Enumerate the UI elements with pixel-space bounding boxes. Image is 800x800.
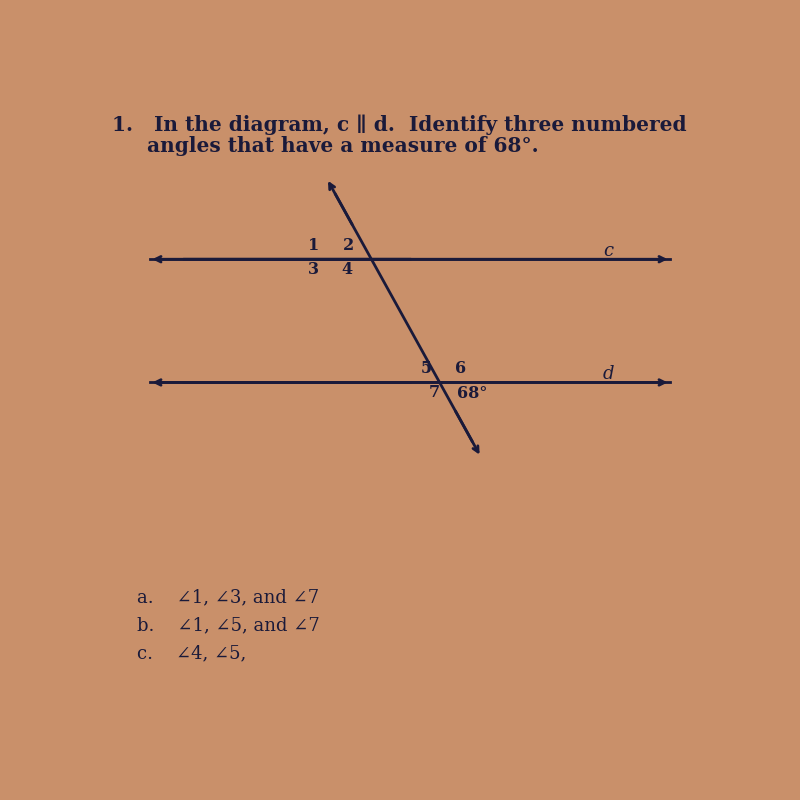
Text: c.    ∠4, ∠5,: c. ∠4, ∠5,	[138, 644, 246, 662]
Text: 3: 3	[308, 262, 319, 278]
Text: d: d	[602, 366, 614, 383]
Text: b.    ∠1, ∠5, and ∠7: b. ∠1, ∠5, and ∠7	[138, 617, 320, 634]
Text: a.    ∠1, ∠3, and ∠7: a. ∠1, ∠3, and ∠7	[138, 589, 319, 606]
Text: c: c	[603, 242, 614, 260]
Text: 1: 1	[308, 237, 319, 254]
Text: 5: 5	[421, 360, 432, 377]
Text: 1.   In the diagram, c ∥ d.  Identify three numbered: 1. In the diagram, c ∥ d. Identify three…	[112, 114, 687, 135]
Text: 7: 7	[430, 385, 440, 402]
Text: 2: 2	[342, 237, 354, 254]
Text: 68°: 68°	[457, 385, 487, 402]
Text: angles that have a measure of 68°.: angles that have a measure of 68°.	[112, 136, 539, 156]
Text: 4: 4	[341, 262, 352, 278]
Text: 6: 6	[455, 360, 466, 377]
